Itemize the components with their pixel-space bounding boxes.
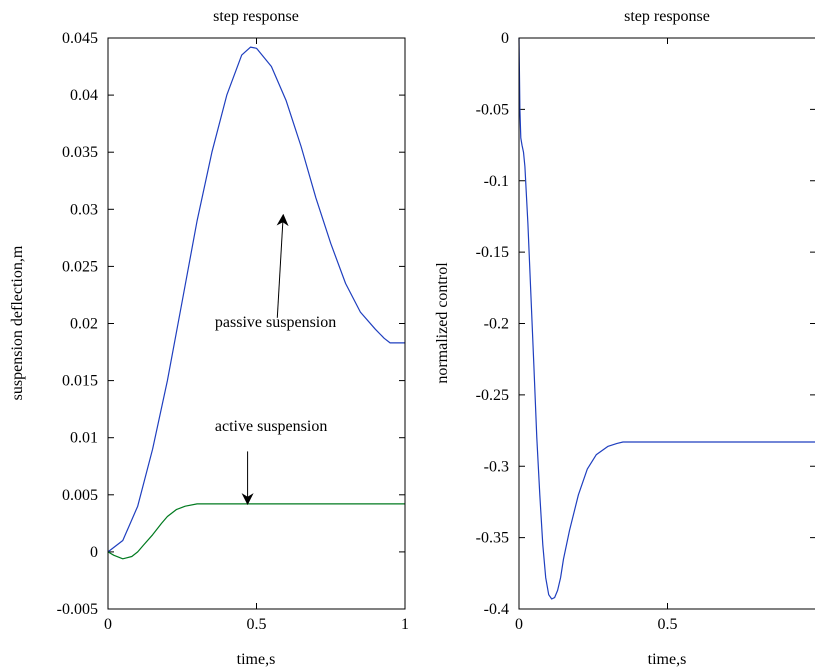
y-ticks: -0.005 0 0.005 0.01 0.015 0.02 0.025 0.03 0.035 0… xyxy=(57,30,405,618)
x-tick-label: 0.5 xyxy=(658,616,678,633)
annotation-group: passive suspension active suspension xyxy=(215,213,336,506)
y-tick-label: -0.15 xyxy=(476,244,509,261)
x-ticks: 0 0.5 1 xyxy=(104,38,409,633)
annotation-label: active suspension xyxy=(215,418,327,435)
y-axis-label: suspension deflection,m xyxy=(9,245,26,400)
series-line-0 xyxy=(107,46,405,553)
y-tick-label: 0 xyxy=(501,30,509,47)
axes-frame xyxy=(107,37,406,610)
chart-title: step response xyxy=(624,8,710,25)
annotation-label: passive suspension xyxy=(215,314,336,331)
y-tick-label: 0.035 xyxy=(62,144,98,161)
y-tick-label: -0.1 xyxy=(484,173,509,190)
y-tick-label: -0.3 xyxy=(484,458,509,475)
y-tick-label: 0.015 xyxy=(62,373,98,390)
y-tick-label: 0.04 xyxy=(70,87,98,104)
y-tick-label: 0.01 xyxy=(70,430,98,447)
y-axis-label: normalized control xyxy=(434,262,451,384)
y-tick-label: 0.03 xyxy=(70,201,98,218)
y-tick-label: 0.045 xyxy=(62,30,98,47)
chart-suspension-deflection: step response -0.005 0 0.005 0.01 0.015 0.02 0… xyxy=(9,8,409,668)
chart-normalized-control: step response -0.4 -0.35 -0.3 -0.25 -0.2 -0.1… xyxy=(434,8,815,668)
annotation-arrow xyxy=(276,213,289,318)
y-tick-label: 0 xyxy=(90,544,98,561)
y-tick-label: -0.05 xyxy=(476,101,509,118)
series-group xyxy=(107,46,405,560)
y-tick-label: -0.35 xyxy=(476,530,509,547)
y-tick-label: 0.005 xyxy=(62,487,98,504)
y-tick-label: 0.025 xyxy=(62,258,98,275)
x-tick-label: 0.5 xyxy=(247,616,267,633)
y-tick-label: 0.02 xyxy=(70,316,98,333)
series-line-1 xyxy=(107,503,405,560)
x-tick-label: 0 xyxy=(104,616,112,633)
y-tick-label: -0.005 xyxy=(57,601,98,618)
x-tick-label: 0 xyxy=(515,616,523,633)
series-line-0 xyxy=(518,37,815,600)
x-axis-label: time,s xyxy=(237,651,276,668)
series-group xyxy=(518,37,815,600)
y-tick-label: -0.2 xyxy=(484,316,509,333)
chart-title: step response xyxy=(213,8,299,25)
x-ticks: 0 0.5 xyxy=(515,38,678,633)
y-ticks: -0.4 -0.35 -0.3 -0.25 -0.2 -0.15 -0.1 -0.05 0 xyxy=(476,30,815,618)
x-tick-label: 1 xyxy=(401,616,409,633)
y-tick-label: -0.4 xyxy=(484,601,509,618)
y-tick-label: -0.25 xyxy=(476,387,509,404)
x-axis-label: time,s xyxy=(648,651,687,668)
axes-frame xyxy=(518,37,815,610)
